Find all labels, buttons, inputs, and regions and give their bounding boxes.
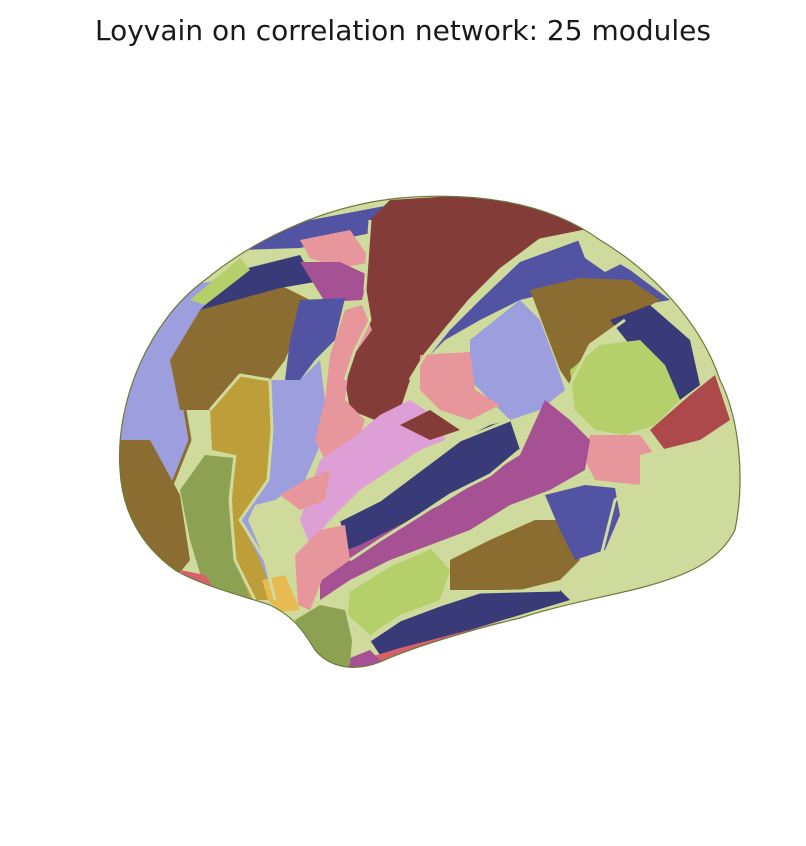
module-lime-frontal xyxy=(570,340,680,435)
module-mustard-parietal xyxy=(210,375,272,600)
module-indigo-temporal xyxy=(545,485,620,560)
module-plum-temporal xyxy=(320,400,590,600)
module-rose-frontal xyxy=(420,352,500,420)
module-indigo-dorsal xyxy=(240,205,390,250)
module-olive-temporal xyxy=(450,520,580,590)
module-rose-opercular xyxy=(280,470,330,510)
module-brick-frontal xyxy=(650,375,730,450)
module-maroon-opercular xyxy=(400,410,460,440)
module-navy-superior-parietal xyxy=(200,255,315,310)
module-sage-anterior xyxy=(560,425,741,600)
module-boundaries xyxy=(168,219,641,642)
module-olive-parietal xyxy=(170,285,310,410)
module-moss-lateral xyxy=(180,455,255,610)
module-olive-frontal xyxy=(530,278,660,385)
cortex-modules xyxy=(119,196,741,668)
module-lime-temporal xyxy=(348,548,450,635)
module-rose-dorsal xyxy=(300,230,372,268)
module-periwinkle-central xyxy=(240,360,325,600)
module-rose-temporal xyxy=(295,525,350,610)
module-maroon-motor xyxy=(345,196,590,420)
module-orchid-insula xyxy=(300,400,445,545)
module-navy-frontal xyxy=(610,305,700,400)
module-navy-inferior-temporal xyxy=(370,590,570,655)
module-lime-dorsal xyxy=(190,258,250,305)
module-sage-frontal-pole xyxy=(575,225,625,272)
module-rose-inferior-frontal xyxy=(585,435,655,485)
module-plum-dorsal xyxy=(300,262,368,302)
module-periwinkle-frontal xyxy=(470,300,565,420)
cortex-outline xyxy=(118,195,741,668)
module-navy-superior-temporal xyxy=(340,420,520,560)
figure-title: Loyvain on correlation network: 25 modul… xyxy=(95,14,711,47)
module-indigo-postcentral xyxy=(285,298,345,380)
